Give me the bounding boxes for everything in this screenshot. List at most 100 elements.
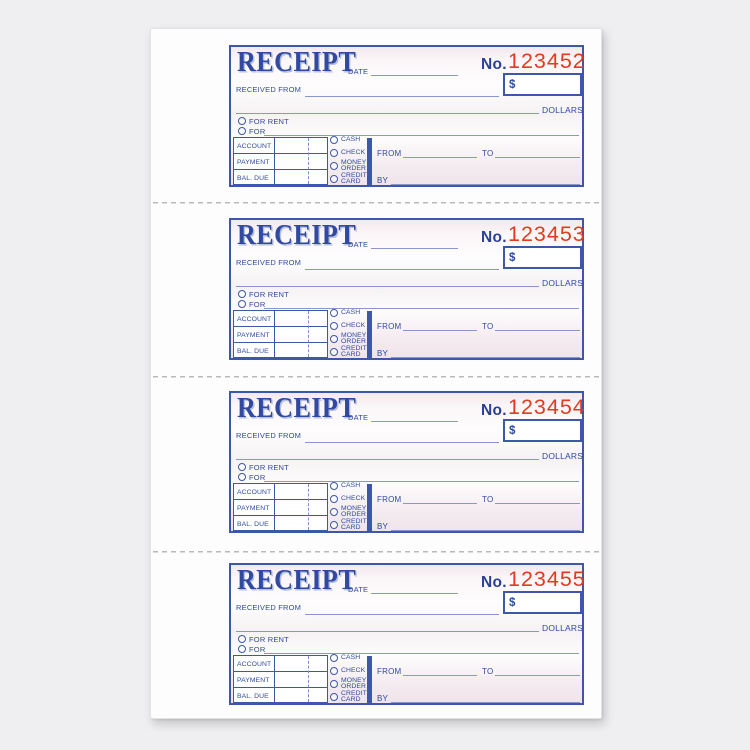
for-label: FOR [249,645,266,654]
amount-words-blank-line [236,113,539,114]
by-label: BY [377,522,389,531]
date-label: DATE [348,240,369,249]
for-radio [238,127,246,135]
dollars-label: DOLLARS [542,451,584,461]
payment-label: PAYMENT [234,327,275,342]
from-blank-line [403,330,477,331]
cash-label: CASH [341,481,361,489]
receipt-form-4: RECEIPT DATE No. 123455 $ RECEIVED FROM … [229,563,586,705]
from-label: FROM [377,149,402,158]
cash-radio [330,482,338,490]
receipt-number: 123453 [508,222,586,246]
cash-radio [330,654,338,662]
money-order-option: MONEY ORDER [330,332,379,346]
payment-label: PAYMENT [234,154,275,169]
section-divider-bar [367,311,372,358]
check-option: CHECK [330,322,379,330]
date-blank-line [371,75,458,76]
cash-radio [330,309,338,317]
money-order-option: MONEY ORDER [330,159,379,173]
table-row-payment: PAYMENT [234,500,327,516]
credit-card-option: CREDIT CARD [330,172,379,186]
date-label: DATE [348,413,369,422]
dollar-sign: $ [509,79,516,91]
bal-due-label: BAL. DUE [234,516,275,532]
money-order-option: MONEY ORDER [330,505,379,519]
for-blank-line [264,481,579,482]
cash-radio [330,136,338,144]
by-blank-line [391,184,580,185]
perforation-line-2 [153,376,599,378]
for-rent-label: FOR RENT [249,635,289,644]
check-label: CHECK [341,321,366,329]
dollar-sign: $ [509,252,516,264]
receipt-form-3: RECEIPT DATE No. 123454 $ RECEIVED FROM … [229,391,585,533]
check-radio [330,495,338,503]
received-from-blank-line [305,269,499,270]
receipt-number: 123452 [508,49,586,73]
received-from-label: RECEIVED FROM [236,431,302,440]
dollars-label: DOLLARS [542,623,584,633]
bal-due-label: BAL. DUE [234,170,275,186]
amount-words-blank-line [236,459,539,460]
account-label: ACCOUNT [234,484,275,499]
receipt-title: RECEIPT [237,46,357,78]
from-label: FROM [377,667,402,676]
credit-card-option: CREDIT CARD [330,345,379,359]
receipt-no-label: No. [481,574,507,591]
check-radio [330,149,338,157]
money-order-label: MONEY ORDER [341,505,367,519]
amount-words-blank-line [236,631,539,632]
cents-divider [308,311,309,357]
check-label: CHECK [341,494,366,502]
credit-card-label: CREDIT CARD [341,345,367,359]
credit-card-label: CREDIT CARD [341,690,367,704]
cash-label: CASH [341,308,361,316]
table-row-bal-due: BAL. DUE [234,343,327,359]
section-divider-bar [367,656,372,703]
by-label: BY [377,694,389,703]
section-divider-bar [367,484,372,531]
table-row-payment: PAYMENT [234,154,327,170]
bal-due-label: BAL. DUE [234,343,275,359]
receipt-book-page: RECEIPT DATE No. 123452 $ RECEIVED FROM … [150,28,602,719]
receipt-form-2: RECEIPT DATE No. 123453 $ RECEIVED FROM … [229,218,586,360]
to-blank-line [495,157,580,158]
to-label: TO [482,149,494,158]
from-label: FROM [377,322,402,331]
for-radio [238,300,246,308]
to-blank-line [495,503,580,504]
money-order-radio [330,680,338,689]
table-row-account: ACCOUNT [234,656,327,672]
amount-box: $ [503,419,582,442]
perforation-line-3 [153,551,599,553]
account-label: ACCOUNT [234,656,275,671]
credit-card-radio [330,348,338,357]
amount-words-blank-line [236,286,539,287]
check-option: CHECK [330,149,379,157]
receipt-number: 123455 [508,567,586,591]
payment-label: PAYMENT [234,672,275,687]
check-radio [330,322,338,330]
cash-option: CASH [330,136,379,144]
section-divider-bar [367,138,372,185]
date-label: DATE [348,585,369,594]
credit-card-option: CREDIT CARD [330,518,379,532]
by-blank-line [391,530,580,531]
receipt-no-label: No. [481,229,507,246]
to-label: TO [482,667,494,676]
table-row-account: ACCOUNT [234,484,327,500]
received-from-blank-line [305,614,499,615]
money-order-label: MONEY ORDER [341,677,367,691]
cash-option: CASH [330,654,379,662]
by-label: BY [377,176,389,185]
cash-label: CASH [341,653,361,661]
payment-label: PAYMENT [234,500,275,515]
amount-box: $ [503,73,582,96]
check-option: CHECK [330,495,379,503]
for-label: FOR [249,300,266,309]
by-label: BY [377,349,389,358]
money-order-radio [330,335,338,344]
account-label: ACCOUNT [234,311,275,326]
